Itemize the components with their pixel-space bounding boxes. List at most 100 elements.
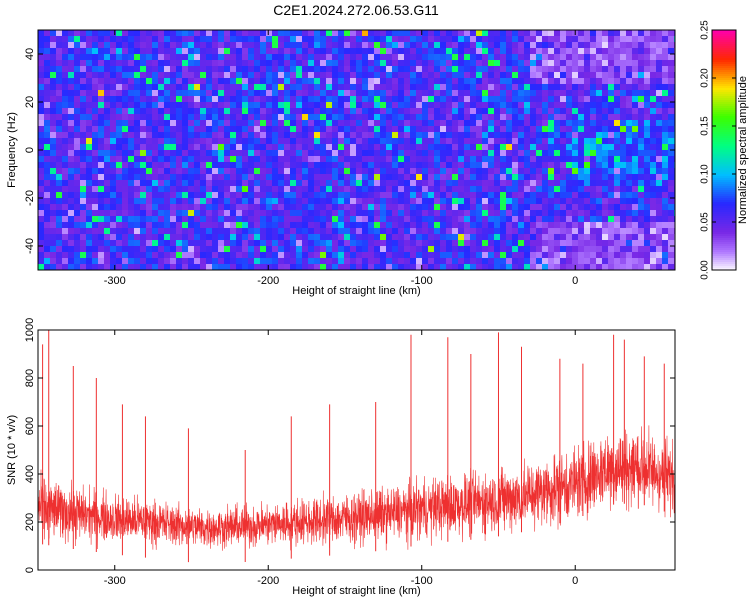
spectrogram-cell	[530, 84, 536, 90]
spectrogram-cell	[326, 156, 332, 162]
spectrogram-cell	[188, 36, 194, 42]
spectrogram-cell	[368, 210, 374, 216]
spectrogram-cell	[440, 132, 446, 138]
spectrogram-cell	[512, 72, 518, 78]
spectrogram-cell	[656, 60, 662, 66]
spectrogram-cell	[656, 198, 662, 204]
spectrogram-cell	[62, 234, 68, 240]
spectrogram-cell	[440, 246, 446, 252]
spectrogram-cell	[266, 48, 272, 54]
spectrogram-cell	[200, 216, 206, 222]
spectrogram-cell	[206, 192, 212, 198]
spectrogram-cell	[530, 66, 536, 72]
spectrogram-cell	[386, 222, 392, 228]
spectrogram-cell	[224, 246, 230, 252]
spectrogram-cell	[302, 168, 308, 174]
spectrogram-cell	[86, 252, 92, 258]
spectrogram-cell	[206, 114, 212, 120]
spectrogram-cell	[578, 156, 584, 162]
spectrogram-cell	[434, 90, 440, 96]
spectrogram-cell	[530, 144, 536, 150]
spectrogram-cell	[194, 120, 200, 126]
spectrogram-cell	[212, 84, 218, 90]
spectrogram-cell	[134, 222, 140, 228]
spectrogram-cell	[542, 114, 548, 120]
spectrogram-cell	[116, 48, 122, 54]
spectrogram-cell	[116, 252, 122, 258]
spectrogram-cell	[80, 102, 86, 108]
spectrogram-cell	[638, 246, 644, 252]
spectrogram-cell	[260, 168, 266, 174]
spectrogram-cell	[80, 66, 86, 72]
spectrogram-cell	[302, 198, 308, 204]
spectrogram-cell	[356, 78, 362, 84]
spectrogram-cell	[56, 192, 62, 198]
spectrogram-cell	[314, 180, 320, 186]
spectrogram-cell	[464, 240, 470, 246]
spectrogram-cell	[662, 114, 668, 120]
spectrogram-cell	[254, 192, 260, 198]
spectrogram-cell	[44, 132, 50, 138]
spectrogram-cell	[62, 114, 68, 120]
spectrogram-cell	[338, 66, 344, 72]
spectrogram-cell	[248, 216, 254, 222]
spectrogram-cell	[506, 162, 512, 168]
spectrogram-cell	[650, 264, 656, 270]
spectrogram-cell	[446, 108, 452, 114]
spectrogram-cell	[518, 66, 524, 72]
spectrogram-cell	[632, 228, 638, 234]
spectrogram-cell	[386, 60, 392, 66]
spectrogram-cell	[458, 144, 464, 150]
spectrogram-cell	[440, 174, 446, 180]
spectrogram-cell	[92, 198, 98, 204]
spectrogram-cell	[56, 216, 62, 222]
spectrogram-cell	[620, 240, 626, 246]
spectrogram-cell	[44, 36, 50, 42]
spectrogram-cell	[248, 108, 254, 114]
spectrogram-cell	[284, 246, 290, 252]
spectrogram-cell	[44, 84, 50, 90]
spectrogram-cell	[344, 96, 350, 102]
spectrogram-cell	[218, 138, 224, 144]
spectrogram-cell	[62, 138, 68, 144]
spectrogram-cell	[398, 156, 404, 162]
spectrogram-cell	[392, 30, 398, 36]
spectrogram-cell	[476, 174, 482, 180]
colorbar-gradient	[712, 30, 736, 270]
spectrogram-cell	[38, 204, 44, 210]
spectrogram-cell	[302, 138, 308, 144]
spectrogram-cell	[536, 54, 542, 60]
spectrogram-cell	[548, 90, 554, 96]
spectrogram-cell	[176, 120, 182, 126]
spectrogram-cell	[50, 90, 56, 96]
spectrogram-cell	[452, 72, 458, 78]
spectrogram-y-axis-label: Frequency (Hz)	[6, 112, 18, 188]
spectrogram-cell	[116, 258, 122, 264]
spectrogram-cell	[302, 204, 308, 210]
spectrogram-cell	[446, 42, 452, 48]
spectrogram-cell	[596, 156, 602, 162]
spectrogram-cell	[488, 156, 494, 162]
spectrogram-cell	[596, 186, 602, 192]
spectrogram-cell	[62, 108, 68, 114]
spectrogram-cell	[608, 162, 614, 168]
colorbar-cell	[712, 170, 736, 172]
spectrogram-cell	[344, 168, 350, 174]
spectrogram-cell	[464, 222, 470, 228]
spectrogram-cell	[320, 210, 326, 216]
spectrogram-cell	[332, 48, 338, 54]
spectrogram-cell	[344, 126, 350, 132]
spectrogram-cell	[632, 204, 638, 210]
spectrogram-cell	[164, 90, 170, 96]
spectrogram-cell	[188, 168, 194, 174]
spectrogram-cell	[260, 54, 266, 60]
spectrogram-cell	[596, 210, 602, 216]
spectrogram-cell	[266, 114, 272, 120]
colorbar-cell	[712, 232, 736, 234]
spectrogram-cell	[194, 108, 200, 114]
spectrogram-cell	[650, 30, 656, 36]
spectrogram-cell	[344, 54, 350, 60]
spectrogram-cell	[398, 180, 404, 186]
spectrogram-cell	[290, 30, 296, 36]
spectrogram-cell	[284, 234, 290, 240]
